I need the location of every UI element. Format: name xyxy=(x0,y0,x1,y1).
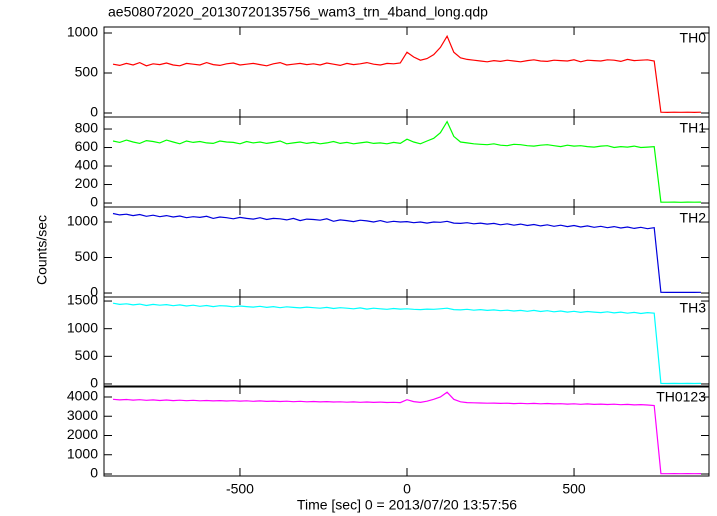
y-tick-label: 800 xyxy=(75,120,99,136)
y-tick-label: 500 xyxy=(75,64,99,80)
y-tick-label: 4000 xyxy=(67,388,98,404)
x-axis-label: Time [sec] 0 = 2013/07/20 13:57:56 xyxy=(297,497,517,513)
y-tick-label: 1000 xyxy=(67,445,98,461)
y-tick-label: 1500 xyxy=(67,292,98,308)
panel-frame xyxy=(103,296,710,388)
y-tick-label: 200 xyxy=(75,175,99,191)
series-label: TH1 xyxy=(680,120,707,136)
x-tick-label: -500 xyxy=(226,481,254,497)
y-tick-label: 1000 xyxy=(67,319,98,335)
series-label: TH0 xyxy=(680,30,707,46)
panel-frame xyxy=(103,206,710,298)
y-tick-label: 400 xyxy=(75,157,99,173)
x-tick-label: 500 xyxy=(562,481,586,497)
y-tick-label: 0 xyxy=(90,104,98,120)
y-axis-label: Counts/sec xyxy=(34,215,50,285)
panel-frame xyxy=(103,26,710,118)
series-line xyxy=(112,120,702,203)
y-tick-label: 600 xyxy=(75,138,99,154)
panel-frame xyxy=(103,385,710,477)
series-line xyxy=(112,34,702,114)
series-line xyxy=(112,302,702,385)
panel-frame xyxy=(103,116,710,208)
y-tick-label: 0 xyxy=(90,194,98,210)
y-tick-label: 2000 xyxy=(67,426,98,442)
y-tick-label: 0 xyxy=(90,375,98,391)
series-label: TH2 xyxy=(680,210,707,226)
y-tick-label: 0 xyxy=(90,465,98,481)
y-tick-label: 3000 xyxy=(67,407,98,423)
y-tick-label: 1000 xyxy=(67,24,98,40)
y-tick-label: 0 xyxy=(90,284,98,300)
series-label: TH0123 xyxy=(656,389,706,405)
y-tick-label: 1000 xyxy=(67,213,98,229)
y-tick-label: 500 xyxy=(75,248,99,264)
series-label: TH3 xyxy=(680,300,707,316)
chart-title: ae508072020_20130720135756_wam3_trn_4ban… xyxy=(108,4,488,20)
series-line xyxy=(112,391,702,475)
x-tick-label: 0 xyxy=(403,481,411,497)
series-line xyxy=(112,212,702,294)
y-tick-label: 500 xyxy=(75,347,99,363)
